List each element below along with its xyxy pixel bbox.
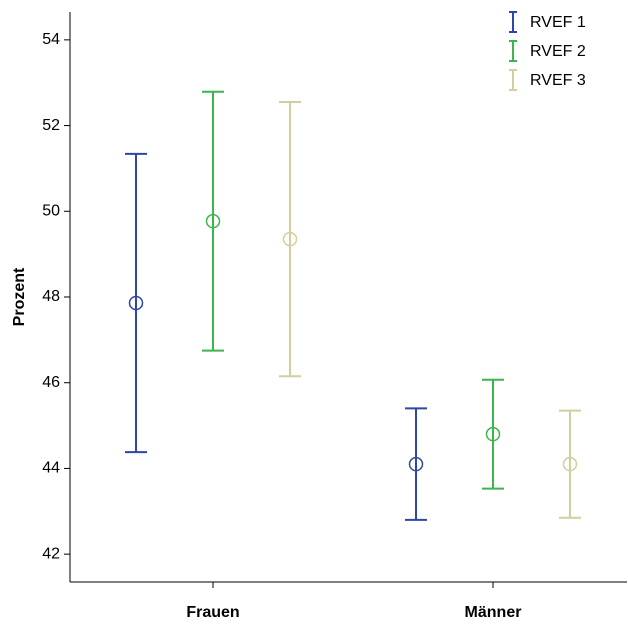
x-tick-label: Männer [465,604,522,621]
mean-marker [408,456,424,472]
mean-marker [128,295,144,311]
legend-label: RVEF 1 [530,14,586,31]
y-axis-label: Prozent [11,267,28,326]
legend-label: RVEF 3 [530,72,586,89]
x-tick-label: Frauen [186,604,239,621]
mean-marker [205,213,221,229]
y-tick-label: 48 [42,288,60,305]
error-bar [125,152,147,454]
mean-marker [485,426,501,442]
y-tick-label: 46 [42,374,60,391]
legend-label: RVEF 2 [530,43,586,60]
y-tick-label: 50 [42,203,60,220]
y-tick-label: 52 [42,117,60,134]
legend-icon [509,11,517,33]
error-bar [202,90,224,352]
mean-marker [282,231,298,247]
error-bar [482,378,504,490]
legend-icon [509,40,517,62]
mean-marker [562,456,578,472]
y-tick-label: 42 [42,545,60,562]
error-bar [405,407,427,521]
error-bar [559,409,581,519]
y-tick-label: 44 [42,460,60,477]
y-tick-label: 54 [42,31,60,48]
legend-icon [509,69,517,91]
error-bar [279,101,301,378]
